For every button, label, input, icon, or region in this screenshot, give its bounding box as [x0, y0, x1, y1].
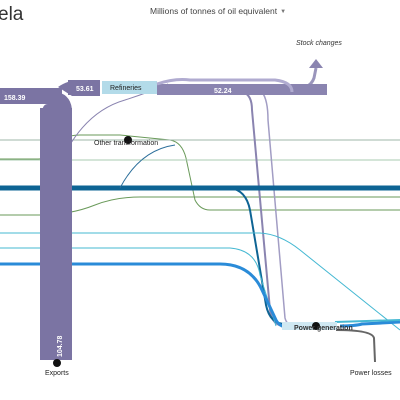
node-exports[interactable] — [53, 359, 61, 367]
node-power-generation-bar — [282, 322, 337, 330]
page-title: ela — [0, 4, 24, 25]
value-to-refineries: 53.61 — [76, 86, 94, 93]
flow-refinery-split — [156, 78, 294, 93]
chevron-down-icon: ▼ — [280, 8, 287, 15]
flow-from-refineries — [157, 84, 327, 95]
flow-renewables-2 — [0, 247, 277, 327]
node-label-stock-changes: Stock changes — [296, 40, 342, 47]
flow-oil-exports-pillar — [40, 108, 72, 360]
units-dropdown[interactable]: Millions of tonnes of oil equivalent ▼ — [150, 6, 286, 16]
flow-gas-to-other — [119, 144, 176, 189]
value-exports: 104.78 — [57, 335, 64, 357]
node-other-transformation[interactable] — [124, 136, 132, 144]
node-power-generation[interactable] — [312, 322, 320, 330]
stock-changes-arrow-icon — [309, 59, 323, 68]
flow-renewables — [0, 232, 400, 331]
node-label-exports: Exports — [45, 370, 69, 377]
flow-oil-to-power — [261, 91, 296, 327]
flow-power-losses — [335, 329, 376, 363]
flow-electricity-out — [339, 320, 400, 328]
node-label-refineries: Refineries — [110, 85, 142, 92]
node-label-other-transformation: Other transformation — [94, 140, 158, 147]
node-refineries[interactable] — [102, 81, 157, 94]
flow-gas-to-power — [229, 187, 286, 325]
units-label: Millions of tonnes of oil equivalent — [150, 6, 278, 16]
flow-oil-to-refineries-band — [68, 80, 100, 95]
value-from-refineries: 52.24 — [214, 88, 232, 95]
value-supply: 158.39 — [4, 95, 26, 102]
node-label-power-generation: Power generation — [294, 325, 353, 332]
flow-renewables-out — [334, 319, 400, 323]
node-label-power-losses: Power losses — [350, 370, 392, 377]
